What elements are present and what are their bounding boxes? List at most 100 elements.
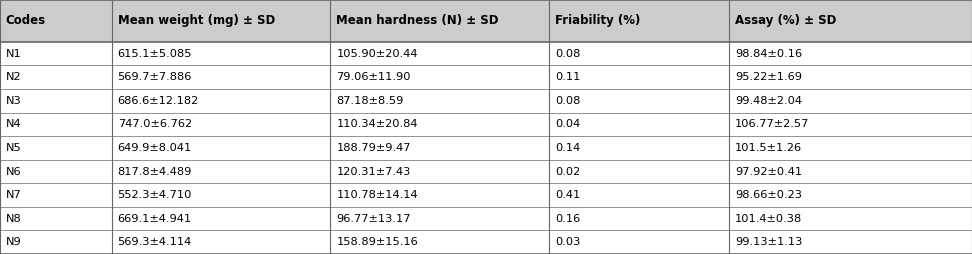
Bar	[549, 42, 729, 66]
Bar	[0, 66, 112, 89]
Bar	[330, 66, 549, 89]
Bar	[112, 42, 330, 66]
Text: N7: N7	[6, 190, 21, 200]
Bar	[549, 160, 729, 183]
Text: 615.1±5.085: 615.1±5.085	[118, 49, 192, 59]
Text: 96.77±13.17: 96.77±13.17	[336, 214, 411, 224]
Bar	[112, 207, 330, 230]
Text: 87.18±8.59: 87.18±8.59	[336, 96, 403, 106]
Text: 0.08: 0.08	[555, 96, 580, 106]
Bar	[0, 160, 112, 183]
Text: 99.48±2.04: 99.48±2.04	[735, 96, 802, 106]
Bar	[330, 136, 549, 160]
Text: 95.22±1.69: 95.22±1.69	[735, 72, 802, 82]
Text: N4: N4	[6, 119, 21, 129]
Text: 569.7±7.886: 569.7±7.886	[118, 72, 192, 82]
Bar	[549, 89, 729, 113]
Text: 101.5±1.26: 101.5±1.26	[735, 143, 802, 153]
Bar	[330, 42, 549, 66]
Bar	[549, 66, 729, 89]
Text: 649.9±8.041: 649.9±8.041	[118, 143, 191, 153]
Bar	[729, 183, 972, 207]
Text: 0.11: 0.11	[555, 72, 580, 82]
Text: 110.78±14.14: 110.78±14.14	[336, 190, 418, 200]
Bar	[549, 230, 729, 254]
Text: 0.14: 0.14	[555, 143, 580, 153]
Text: N8: N8	[6, 214, 21, 224]
Bar	[330, 160, 549, 183]
Bar	[0, 136, 112, 160]
Text: 99.13±1.13: 99.13±1.13	[735, 237, 802, 247]
Bar	[729, 66, 972, 89]
Bar	[729, 113, 972, 136]
Text: 0.16: 0.16	[555, 214, 580, 224]
Text: 97.92±0.41: 97.92±0.41	[735, 167, 802, 177]
Text: N6: N6	[6, 167, 21, 177]
Text: N1: N1	[6, 49, 21, 59]
Text: 817.8±4.489: 817.8±4.489	[118, 167, 192, 177]
Bar	[729, 89, 972, 113]
Bar	[549, 0, 729, 42]
Text: 158.89±15.16: 158.89±15.16	[336, 237, 418, 247]
Bar	[0, 89, 112, 113]
Text: 747.0±6.762: 747.0±6.762	[118, 119, 191, 129]
Text: 569.3±4.114: 569.3±4.114	[118, 237, 191, 247]
Bar	[0, 183, 112, 207]
Text: 120.31±7.43: 120.31±7.43	[336, 167, 411, 177]
Bar	[112, 136, 330, 160]
Text: Mean weight (mg) ± SD: Mean weight (mg) ± SD	[118, 14, 275, 27]
Bar	[549, 207, 729, 230]
Text: 105.90±20.44: 105.90±20.44	[336, 49, 418, 59]
Bar	[330, 89, 549, 113]
Bar	[112, 89, 330, 113]
Bar	[330, 113, 549, 136]
Bar	[0, 207, 112, 230]
Bar	[729, 136, 972, 160]
Text: 552.3±4.710: 552.3±4.710	[118, 190, 192, 200]
Text: N5: N5	[6, 143, 21, 153]
Text: Assay (%) ± SD: Assay (%) ± SD	[735, 14, 836, 27]
Text: 110.34±20.84: 110.34±20.84	[336, 119, 418, 129]
Text: 0.41: 0.41	[555, 190, 580, 200]
Bar	[729, 0, 972, 42]
Text: 669.1±4.941: 669.1±4.941	[118, 214, 191, 224]
Bar	[549, 183, 729, 207]
Text: 0.03: 0.03	[555, 237, 580, 247]
Text: 98.66±0.23: 98.66±0.23	[735, 190, 802, 200]
Bar	[112, 160, 330, 183]
Text: N3: N3	[6, 96, 21, 106]
Bar	[112, 230, 330, 254]
Text: Codes: Codes	[6, 14, 46, 27]
Text: Friability (%): Friability (%)	[555, 14, 641, 27]
Bar	[112, 66, 330, 89]
Text: 0.02: 0.02	[555, 167, 580, 177]
Text: 686.6±12.182: 686.6±12.182	[118, 96, 199, 106]
Bar	[330, 183, 549, 207]
Text: 0.04: 0.04	[555, 119, 580, 129]
Text: N2: N2	[6, 72, 21, 82]
Text: Mean hardness (N) ± SD: Mean hardness (N) ± SD	[336, 14, 499, 27]
Bar	[729, 207, 972, 230]
Bar	[549, 113, 729, 136]
Bar	[112, 113, 330, 136]
Text: 98.84±0.16: 98.84±0.16	[735, 49, 802, 59]
Bar	[729, 42, 972, 66]
Bar	[0, 230, 112, 254]
Bar	[112, 0, 330, 42]
Text: N9: N9	[6, 237, 21, 247]
Bar	[330, 207, 549, 230]
Bar	[549, 136, 729, 160]
Text: 106.77±2.57: 106.77±2.57	[735, 119, 810, 129]
Bar	[729, 160, 972, 183]
Bar	[0, 0, 112, 42]
Text: 188.79±9.47: 188.79±9.47	[336, 143, 411, 153]
Bar	[0, 113, 112, 136]
Bar	[330, 0, 549, 42]
Bar	[112, 183, 330, 207]
Bar	[729, 230, 972, 254]
Text: 101.4±0.38: 101.4±0.38	[735, 214, 802, 224]
Bar	[0, 42, 112, 66]
Bar	[330, 230, 549, 254]
Text: 0.08: 0.08	[555, 49, 580, 59]
Text: 79.06±11.90: 79.06±11.90	[336, 72, 411, 82]
